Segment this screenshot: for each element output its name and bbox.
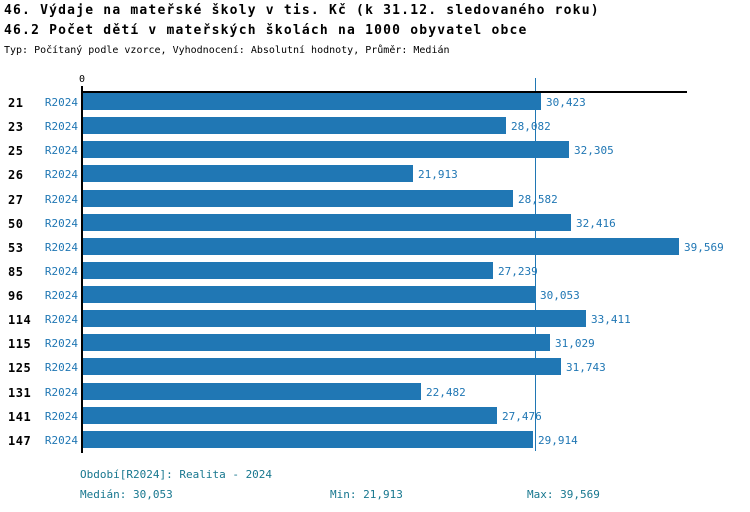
row-series-label: R2024 <box>44 96 78 109</box>
chart-meta: Typ: Počítaný podle vzorce, Vyhodnocení:… <box>4 45 450 56</box>
row-series-label: R2024 <box>44 193 78 206</box>
bar-value-label: 31,029 <box>555 337 595 350</box>
x-axis-zero-tick <box>81 86 83 92</box>
chart-title: 46. Výdaje na mateřské školy v tis. Kč (… <box>4 3 600 18</box>
bar-value-label: 31,743 <box>566 361 606 374</box>
value-bar <box>83 165 413 182</box>
value-bar <box>83 141 569 158</box>
row-id-label: 50 <box>8 217 24 231</box>
row-id-label: 85 <box>8 265 24 279</box>
x-axis-zero-label: 0 <box>78 74 86 85</box>
row-series-label: R2024 <box>44 313 78 326</box>
chart-subtitle: 46.2 Počet dětí v mateřských školách na … <box>4 23 528 38</box>
bar-value-label: 32,416 <box>576 217 616 230</box>
footer-min: Min: 21,913 <box>330 488 403 501</box>
value-bar <box>83 358 561 375</box>
row-series-label: R2024 <box>44 144 78 157</box>
value-bar <box>83 310 586 327</box>
row-id-label: 131 <box>8 386 32 400</box>
row-id-label: 21 <box>8 96 24 110</box>
bar-value-label: 30,053 <box>540 289 580 302</box>
row-series-label: R2024 <box>44 337 78 350</box>
row-id-label: 115 <box>8 337 32 351</box>
row-id-label: 125 <box>8 361 32 375</box>
plot-area: 21 R2024 30,423 23 R2024 28,082 25 R2024 32,305 2… <box>0 93 750 455</box>
bar-value-label: 22,482 <box>426 386 466 399</box>
row-series-label: R2024 <box>44 289 78 302</box>
row-series-label: R2024 <box>44 241 78 254</box>
value-bar <box>83 262 493 279</box>
bar-value-label: 33,411 <box>591 313 631 326</box>
bar-value-label: 28,582 <box>518 193 558 206</box>
bar-value-label: 28,082 <box>511 120 551 133</box>
value-bar <box>83 383 421 400</box>
row-id-label: 96 <box>8 289 24 303</box>
row-id-label: 53 <box>8 241 24 255</box>
row-id-label: 25 <box>8 144 24 158</box>
value-bar <box>83 117 506 134</box>
row-series-label: R2024 <box>44 168 78 181</box>
x-axis-line <box>81 91 687 93</box>
y-axis-line <box>81 91 83 453</box>
row-id-label: 23 <box>8 120 24 134</box>
row-series-label: R2024 <box>44 120 78 133</box>
value-bar <box>83 286 535 303</box>
row-id-label: 141 <box>8 410 32 424</box>
median-line <box>535 78 536 451</box>
row-id-label: 114 <box>8 313 32 327</box>
bar-value-label: 30,423 <box>546 96 586 109</box>
row-id-label: 147 <box>8 434 32 448</box>
row-series-label: R2024 <box>44 386 78 399</box>
footer-period: Období[R2024]: Realita - 2024 <box>80 468 273 481</box>
bar-value-label: 27,476 <box>502 410 542 423</box>
bar-value-label: 32,305 <box>574 144 614 157</box>
value-bar <box>83 407 497 424</box>
footer-max: Max: 39,569 <box>527 488 600 501</box>
row-series-label: R2024 <box>44 217 78 230</box>
value-bar <box>83 238 679 255</box>
value-bar <box>83 214 571 231</box>
value-bar <box>83 431 533 448</box>
row-series-label: R2024 <box>44 410 78 423</box>
bar-value-label: 21,913 <box>418 168 458 181</box>
value-bar <box>83 93 541 110</box>
bar-value-label: 39,569 <box>684 241 724 254</box>
row-id-label: 27 <box>8 193 24 207</box>
row-series-label: R2024 <box>44 434 78 447</box>
bar-value-label: 29,914 <box>538 434 578 447</box>
value-bar <box>83 334 550 351</box>
row-series-label: R2024 <box>44 265 78 278</box>
footer-median: Medián: 30,053 <box>80 488 173 501</box>
row-id-label: 26 <box>8 168 24 182</box>
bar-value-label: 27,239 <box>498 265 538 278</box>
value-bar <box>83 190 513 207</box>
row-series-label: R2024 <box>44 361 78 374</box>
